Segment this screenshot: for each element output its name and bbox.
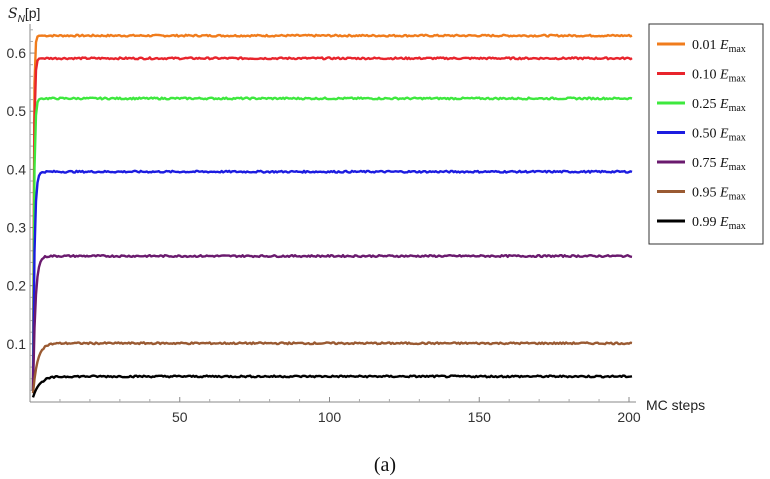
legend-label: 0.50 Emax [692,127,746,144]
y-tick-label: 0.1 [7,336,27,352]
legend-label: 0.10 Emax [692,68,746,85]
series-lines [31,33,633,398]
axes [29,24,636,403]
series-line-2 [31,56,633,391]
y-tick-label: 0.3 [7,220,27,236]
x-tick-label: 200 [617,409,641,425]
y-tick-label: 0.4 [7,161,27,177]
legend-label: 0.01 Emax [692,38,746,55]
x-tick-label: 50 [172,409,188,425]
x-tick-label: 150 [468,409,492,425]
figure-caption: (a) [374,454,396,476]
x-axis-title: MC steps [646,397,705,413]
legend-label: 0.25 Emax [692,97,746,114]
x-tick-label: 100 [318,409,342,425]
series-line-3 [31,96,633,391]
legend: 0.01 Emax 0.10 Emax 0.25 Emax 0.50 Emax 0.75… [648,23,764,245]
legend-label: 0.95 Emax [692,186,746,203]
series-line-6 [31,341,633,394]
y-tick-label: 0.5 [7,103,27,119]
ticks: 50 100 150 200 0.1 0.2 0.3 0.4 0.5 0.6 [7,29,641,425]
series-line-7 [31,374,633,398]
legend-label: 0.99 Emax [692,215,746,232]
y-tick-label: 0.2 [7,278,27,294]
series-line-1 [31,33,633,391]
y-axis-title: SN[p] [8,5,40,25]
legend-label: 0.75 Emax [692,156,746,173]
series-line-5 [31,253,633,391]
series-line-4 [31,169,633,391]
y-tick-label: 0.6 [7,45,27,61]
